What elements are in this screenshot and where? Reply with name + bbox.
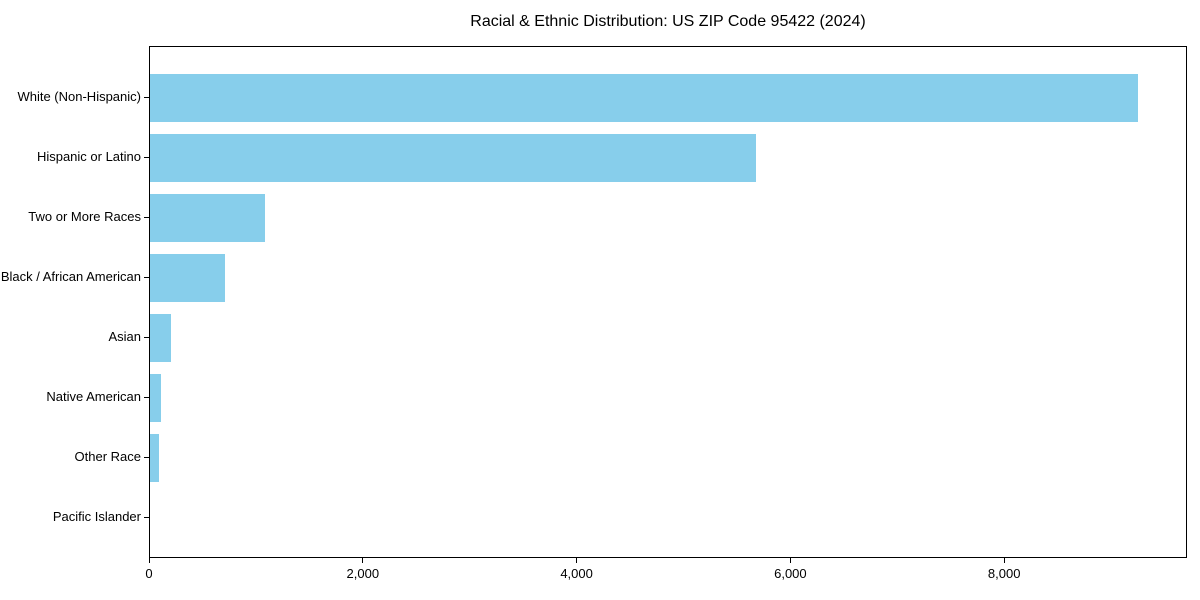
x-tick-mark bbox=[148, 558, 150, 563]
bar bbox=[150, 374, 161, 422]
bar bbox=[150, 194, 265, 242]
bar bbox=[150, 74, 1139, 122]
bar bbox=[150, 314, 171, 362]
x-tick-label: 6,000 bbox=[774, 566, 807, 581]
y-tick-label: Native American bbox=[46, 389, 141, 404]
y-tick-label: Other Race bbox=[74, 449, 141, 464]
plot-area bbox=[149, 46, 1187, 558]
y-tick-label: Pacific Islander bbox=[52, 509, 141, 524]
y-tick-mark bbox=[144, 97, 149, 98]
x-tick-label: 8,000 bbox=[987, 566, 1021, 581]
chart-title: Racial & Ethnic Distribution: US ZIP Cod… bbox=[470, 13, 866, 30]
x-tick-mark bbox=[362, 558, 364, 563]
bar bbox=[150, 434, 160, 482]
y-tick-label: Two or More Races bbox=[28, 209, 141, 224]
y-tick-label: Hispanic or Latino bbox=[36, 149, 141, 164]
y-tick-mark bbox=[144, 397, 149, 398]
x-tick-label: 4,000 bbox=[560, 566, 593, 581]
y-tick-mark bbox=[144, 277, 149, 278]
y-tick-mark bbox=[144, 457, 149, 458]
x-tick-mark bbox=[576, 558, 578, 563]
y-tick-mark bbox=[144, 217, 149, 218]
y-tick-label: White (Non-Hispanic) bbox=[17, 89, 141, 104]
y-tick-label: Black / African American bbox=[0, 269, 141, 284]
x-tick-label: 0 bbox=[145, 566, 153, 581]
x-tick-mark bbox=[789, 558, 791, 563]
x-tick-label: 2,000 bbox=[346, 566, 380, 581]
bar bbox=[150, 134, 757, 182]
y-tick-mark bbox=[144, 337, 149, 338]
y-tick-mark bbox=[144, 517, 149, 518]
y-tick-mark bbox=[144, 157, 149, 158]
bar bbox=[150, 254, 225, 302]
y-tick-label: Asian bbox=[108, 329, 141, 344]
x-tick-mark bbox=[1003, 558, 1005, 563]
